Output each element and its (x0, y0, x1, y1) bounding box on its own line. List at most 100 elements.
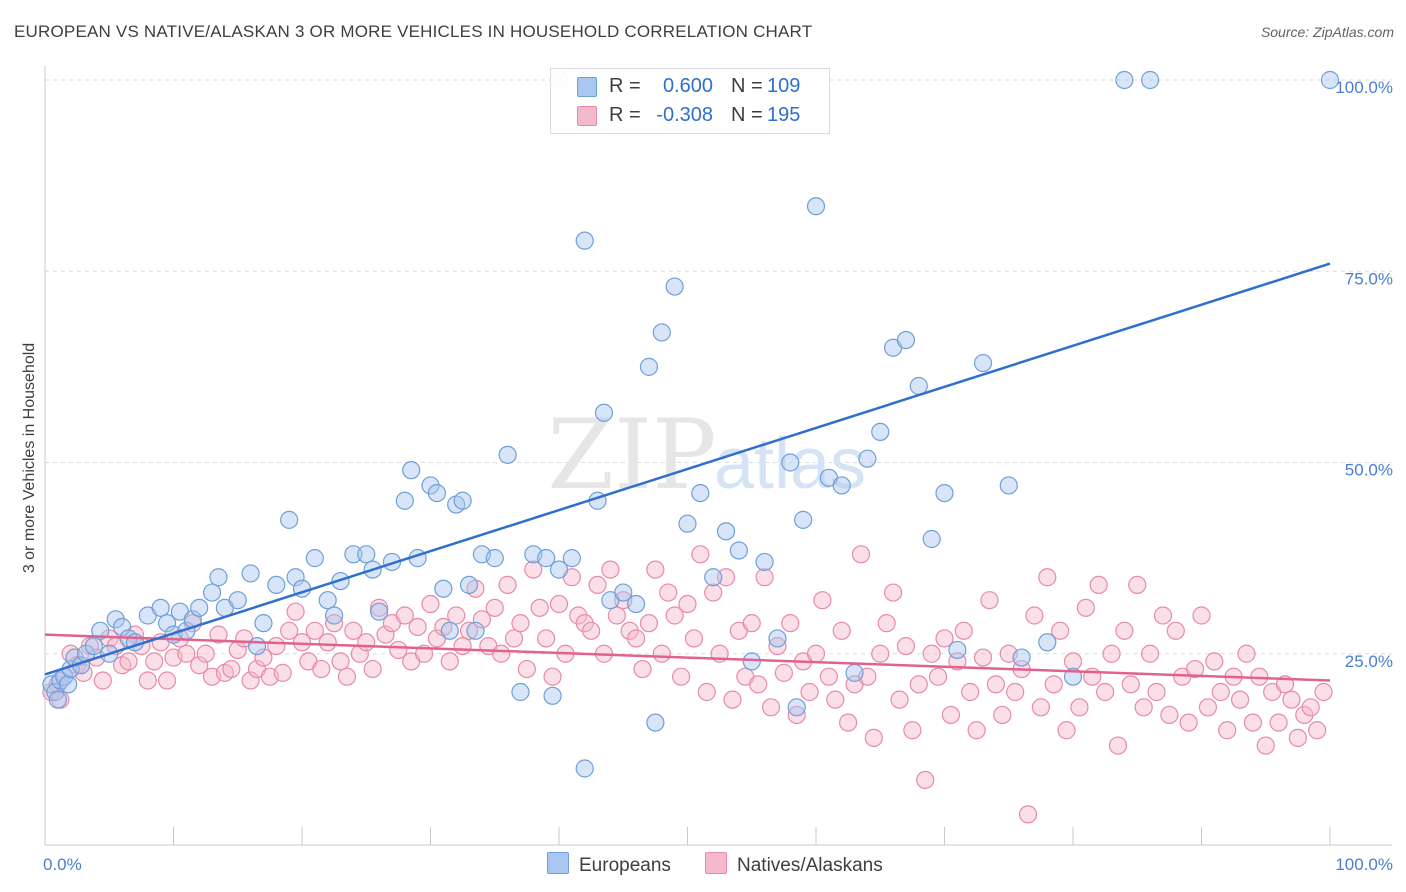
native-point (511, 614, 530, 633)
native-point (922, 644, 941, 663)
native-point (1025, 606, 1044, 625)
european-point (742, 652, 761, 671)
european-point (871, 422, 890, 441)
european-point (948, 640, 967, 660)
chart-title: EUROPEAN VS NATIVE/ALASKAN 3 OR MORE VEH… (14, 22, 813, 41)
native-point (1314, 682, 1333, 702)
native-point (954, 621, 973, 640)
european-point (427, 484, 447, 503)
native-point (691, 545, 710, 564)
native-point (890, 690, 909, 709)
european-point (267, 575, 286, 595)
native-point (582, 621, 601, 640)
native-point (916, 770, 935, 790)
trend-lines (44, 262, 1331, 682)
n-label: N = (731, 75, 763, 97)
european-point (549, 560, 569, 579)
native-point (1089, 575, 1108, 595)
native-point (145, 652, 164, 671)
european-point (459, 575, 479, 595)
native-point (1269, 713, 1288, 732)
legend-label: Natives/Alaskans (737, 855, 883, 876)
european-point (357, 545, 376, 564)
native-point (447, 606, 466, 625)
native-point (1044, 675, 1063, 694)
native-point (633, 659, 652, 679)
n-value: 109 (767, 75, 801, 97)
native-point (1256, 736, 1275, 755)
native-point (646, 560, 665, 579)
european-point (305, 549, 324, 568)
native-point (941, 705, 961, 725)
native-point (273, 663, 292, 682)
native-point (723, 690, 742, 709)
native-point (659, 583, 678, 602)
native-point (1301, 698, 1320, 717)
european-point (84, 636, 103, 656)
native-point (93, 671, 112, 690)
native-point (1031, 698, 1050, 717)
european-point (241, 564, 260, 583)
native-point (1057, 721, 1076, 740)
pink-swatch (577, 106, 597, 126)
native-point (781, 614, 800, 633)
native-point (909, 675, 928, 694)
native-point (851, 545, 871, 564)
native-point (800, 682, 819, 702)
european-point (922, 529, 941, 549)
native-point (1243, 713, 1263, 732)
native-point (267, 636, 286, 656)
native-point (286, 602, 305, 621)
native-point (1051, 621, 1070, 640)
y-tick-label: 50.0% (1345, 461, 1393, 480)
native-point (498, 575, 517, 595)
native-point (459, 621, 479, 640)
european-point (209, 568, 228, 587)
native-point (973, 648, 993, 667)
native-point (806, 644, 826, 663)
native-point (684, 629, 704, 648)
blue-swatch (547, 852, 569, 874)
native-point (453, 636, 472, 656)
european-point (787, 698, 806, 717)
european-point (157, 614, 177, 633)
native-point (665, 606, 684, 625)
r-label: R = (609, 104, 641, 126)
r-label: R = (609, 75, 641, 97)
european-point (395, 491, 414, 510)
european-point (665, 277, 684, 296)
stats-legend: R = 0.600 N = 109 R = -0.308 N = 195 (550, 68, 830, 134)
european-point (485, 549, 504, 568)
native-point (986, 675, 1006, 694)
y-tick-label: 100.0% (1335, 78, 1393, 97)
native-point (530, 598, 549, 617)
native-point (607, 606, 626, 625)
native-point (1121, 675, 1140, 694)
r-value: 0.600 (662, 75, 713, 97)
tick-labels: 25.0% 50.0% 75.0% 100.0% 0.0% 100.0% (43, 78, 1393, 874)
native-point (626, 629, 646, 648)
native-point (370, 598, 389, 617)
native-point (305, 621, 324, 640)
native-point (190, 656, 209, 675)
natives-alaskans-points (42, 545, 1333, 824)
native-point (768, 636, 787, 656)
native-point (1198, 698, 1218, 717)
native-point (138, 671, 157, 690)
x-tick-label: 100.0% (1335, 855, 1393, 874)
native-point (1115, 621, 1134, 640)
native-point (1128, 575, 1147, 595)
native-point (537, 629, 556, 648)
native-point (524, 560, 543, 579)
native-point (967, 721, 986, 740)
european-point (562, 549, 581, 568)
native-point (993, 705, 1012, 725)
source-label: Source: ZipAtlas.com (1260, 24, 1394, 40)
european-point (402, 461, 421, 480)
native-point (826, 690, 845, 709)
european-point (511, 682, 530, 702)
native-point (209, 625, 228, 644)
native-point (363, 659, 382, 679)
native-point (749, 675, 768, 694)
native-point (671, 667, 691, 686)
